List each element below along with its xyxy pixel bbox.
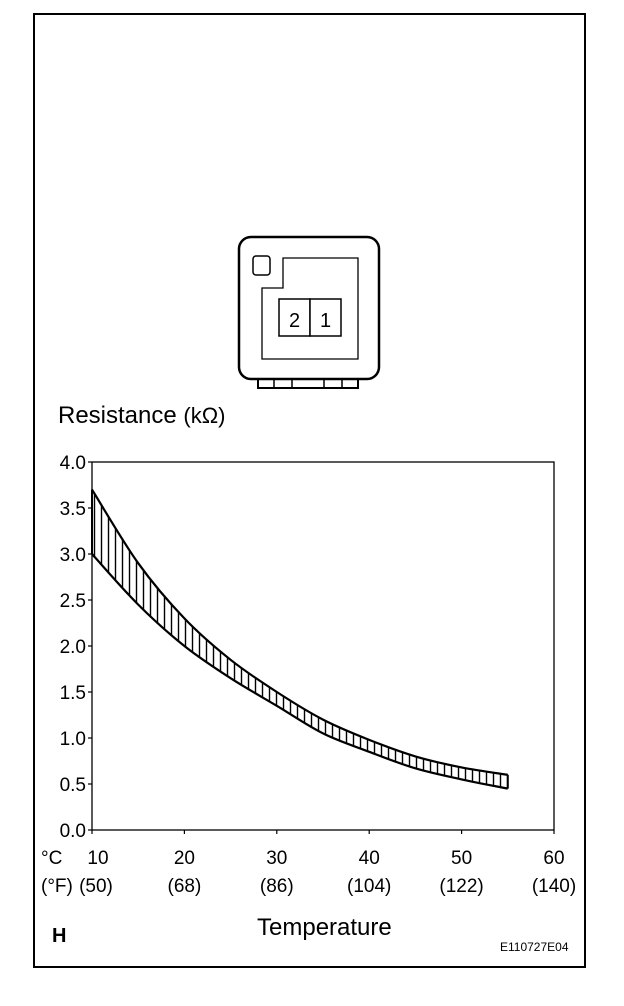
- x-tick-label-f: (140): [532, 876, 576, 897]
- x-tick-label-f: (86): [260, 876, 294, 897]
- x-axis-title: Temperature: [257, 914, 392, 941]
- y-tick-label: 2.0: [60, 637, 86, 658]
- figure-frame: [33, 13, 586, 968]
- upper-limit-curve: [91, 489, 508, 776]
- y-axis-title: Resistance (kΩ): [58, 402, 226, 430]
- y-tick-label: 0.5: [60, 775, 86, 796]
- connector-base: [257, 380, 359, 389]
- lower-limit-curve: [91, 553, 509, 790]
- x-tick-label-c: 40: [359, 848, 380, 869]
- figure-code: E110727E04: [500, 940, 569, 954]
- y-tick-label: 2.5: [60, 591, 86, 612]
- pin-2-box: [278, 298, 311, 337]
- pin-1-box: [309, 298, 342, 337]
- pin-2-label: 2: [289, 310, 300, 332]
- y-tick-label: 3.0: [60, 545, 86, 566]
- y-axis-label: Resistance: [58, 402, 177, 429]
- x-tick-label-f: (50): [79, 876, 113, 897]
- y-axis-unit: (kΩ): [183, 403, 226, 428]
- y-tick-label: 1.0: [60, 729, 86, 750]
- corner-label: H: [52, 925, 67, 947]
- x-tick-label-c: 50: [451, 848, 472, 869]
- y-tick-label: 3.5: [60, 499, 86, 520]
- x-tick-label-c: 10: [87, 848, 108, 869]
- x-tick-label-c: 60: [543, 848, 564, 869]
- y-tick-label: 4.0: [60, 453, 86, 474]
- fahrenheit-unit-label: (°F): [41, 876, 73, 897]
- x-tick-label-f: (104): [347, 876, 391, 897]
- connector-diagram: 2 1: [237, 235, 381, 389]
- x-tick-label-c: 20: [174, 848, 195, 869]
- celsius-unit-label: °C: [41, 848, 62, 869]
- y-tick-label: 1.5: [60, 683, 86, 704]
- x-tick-label-f: (122): [439, 876, 483, 897]
- connector-latch: [252, 255, 271, 276]
- x-tick-label-f: (68): [168, 876, 202, 897]
- x-tick-label-c: 30: [266, 848, 287, 869]
- pin-1-label: 1: [320, 310, 331, 332]
- resistance-chart: 4.0 3.5 3.0 2.5 2.0 1.5 1.0 0.5 0.0 10 (50) 20 (68)…: [41, 453, 576, 897]
- y-tick-label: 0.0: [60, 821, 86, 842]
